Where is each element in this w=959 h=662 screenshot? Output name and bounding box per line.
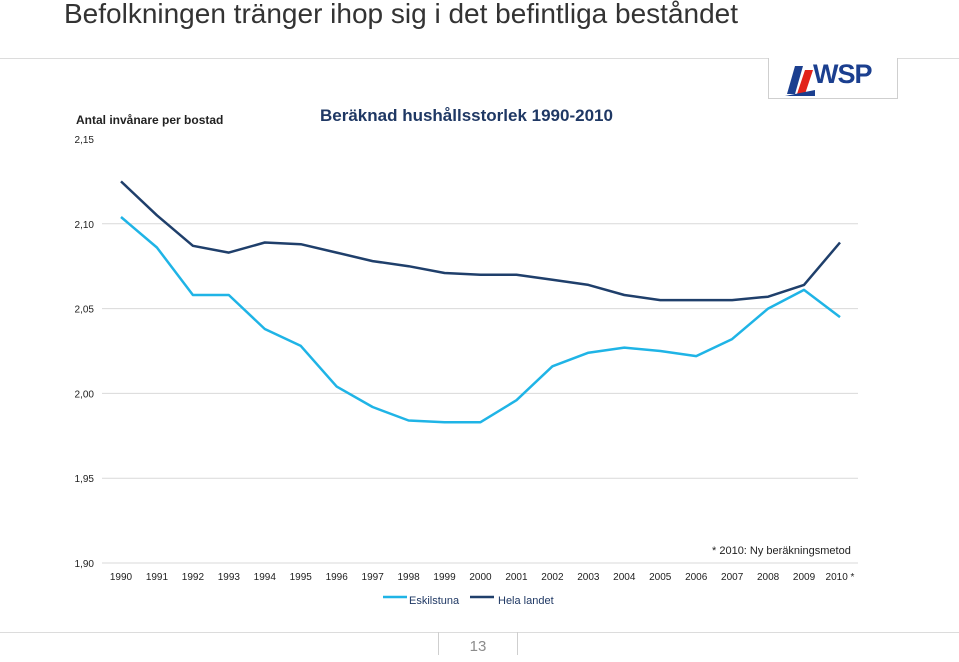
x-tick-label: 2009 bbox=[793, 572, 816, 583]
x-tick-label: 1991 bbox=[146, 572, 169, 583]
x-tick-label: 2006 bbox=[685, 572, 708, 583]
x-tick-label: 2004 bbox=[613, 572, 636, 583]
y-tick-label: 1,95 bbox=[75, 474, 95, 485]
x-tick-label: 1994 bbox=[254, 572, 277, 583]
x-tick-label: 2010 * bbox=[826, 572, 855, 583]
wsp-logo-text: WSP bbox=[813, 59, 873, 89]
y-axis-label: Antal invånare per bostad bbox=[76, 113, 223, 127]
legend-label: Eskilstuna bbox=[409, 595, 460, 607]
x-tick-label: 1998 bbox=[397, 572, 420, 583]
x-tick-label: 1999 bbox=[433, 572, 456, 583]
series-line-hela-landet bbox=[120, 180, 841, 302]
x-tick-label: 2000 bbox=[469, 572, 492, 583]
y-tick-label: 2,15 bbox=[75, 135, 95, 146]
y-tick-label: 2,00 bbox=[75, 389, 95, 400]
slide-title: Befolkningen tränger ihop sig i det befi… bbox=[64, 0, 739, 29]
x-tick-label: 1997 bbox=[362, 572, 385, 583]
x-tick-label: 2005 bbox=[649, 572, 672, 583]
page-number: 13 bbox=[438, 632, 518, 655]
wsp-logo-icon bbox=[785, 66, 815, 96]
x-tick-label: 2002 bbox=[541, 572, 564, 583]
bottom-divider bbox=[0, 632, 959, 633]
legend-label: Hela landet bbox=[498, 595, 554, 607]
gridlines bbox=[102, 223, 858, 564]
x-tick-label: 1993 bbox=[218, 572, 241, 583]
x-tick-label: 1990 bbox=[110, 572, 133, 583]
x-tick-label: 1995 bbox=[290, 572, 313, 583]
y-tick-label: 1,90 bbox=[75, 559, 95, 570]
x-tick-label: 2003 bbox=[577, 572, 600, 583]
y-tick-label: 2,10 bbox=[75, 220, 95, 231]
y-tick-labels: 2,15 2,10 2,05 2,00 1,95 1,90 bbox=[75, 135, 95, 570]
legend: Eskilstuna Hela landet bbox=[383, 595, 554, 607]
method-note: * 2010: Ny beräkningsmetod bbox=[712, 545, 851, 557]
series-line-eskilstuna bbox=[120, 216, 841, 424]
x-tick-label: 2008 bbox=[757, 572, 780, 583]
x-tick-label: 1996 bbox=[326, 572, 349, 583]
y-tick-label: 2,05 bbox=[75, 305, 95, 316]
wsp-logo: WSP bbox=[768, 58, 898, 99]
x-tick-labels: 1990 1991 1992 1993 1994 1995 1996 1997 1998 1999… bbox=[110, 572, 855, 583]
x-tick-label: 1992 bbox=[182, 572, 205, 583]
household-size-chart: Antal invånare per bostad Beräknad hushå… bbox=[75, 106, 858, 607]
series-lines bbox=[120, 180, 841, 424]
x-tick-label: 2001 bbox=[505, 572, 528, 583]
chart-title: Beräknad hushållsstorlek 1990-2010 bbox=[320, 106, 613, 125]
top-divider bbox=[0, 58, 959, 59]
x-tick-label: 2007 bbox=[721, 572, 744, 583]
